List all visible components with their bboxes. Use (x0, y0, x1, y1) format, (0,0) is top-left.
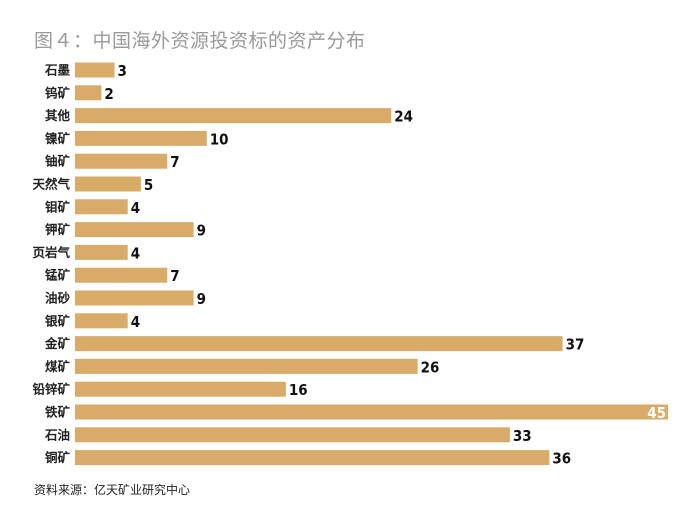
bar (75, 199, 128, 215)
category-label: 钨矿 (45, 85, 71, 100)
category-label: 钾矿 (45, 222, 71, 237)
value-label: 4 (131, 199, 140, 217)
category-label: 其他 (45, 108, 71, 123)
category-label: 石油 (44, 427, 70, 442)
bar (75, 358, 418, 374)
category-label: 铁矿 (45, 405, 71, 420)
category-label: 页岩气 (32, 245, 70, 260)
bar (75, 222, 194, 238)
bar (75, 404, 668, 420)
source-note: 资料来源：亿天矿业研究中心 (34, 483, 191, 497)
value-label: 3 (118, 62, 127, 80)
bar (75, 427, 510, 443)
category-label: 金矿 (44, 336, 71, 351)
value-label: 16 (289, 381, 308, 399)
value-label: 7 (170, 267, 179, 285)
category-label: 镍矿 (45, 131, 71, 146)
value-label: 26 (421, 358, 440, 376)
category-label: 铅锌矿 (31, 382, 70, 397)
value-label: 9 (197, 290, 206, 308)
value-label: 45 (647, 404, 666, 422)
value-label: 10 (210, 130, 229, 148)
bar (75, 176, 141, 192)
bar (75, 290, 194, 306)
value-label: 33 (513, 427, 532, 445)
bar (75, 108, 392, 124)
category-label: 钼矿 (45, 199, 71, 214)
value-label: 5 (144, 176, 153, 194)
bar (75, 244, 128, 260)
bar (75, 85, 102, 101)
value-label: 7 (170, 153, 179, 171)
category-label: 天然气 (32, 177, 70, 192)
category-label: 石墨 (44, 63, 71, 78)
value-label: 9 (197, 222, 206, 240)
bar (75, 450, 550, 466)
value-label: 24 (394, 108, 413, 126)
category-label: 煤矿 (45, 359, 71, 374)
chart-title: 图４：中国海外资源投资标的资产分布 (34, 30, 366, 52)
bar (75, 313, 128, 329)
value-label: 2 (104, 85, 113, 103)
category-label: 锰矿 (45, 268, 71, 283)
value-label: 37 (566, 336, 585, 354)
category-label: 铀矿 (45, 154, 71, 169)
bar (75, 267, 168, 283)
bar (75, 62, 115, 78)
bar (75, 130, 207, 146)
category-label: 银矿 (45, 313, 71, 328)
value-label: 4 (131, 313, 140, 331)
bar (75, 153, 168, 169)
value-label: 4 (131, 244, 140, 262)
bar (75, 381, 286, 397)
category-label: 油砂 (45, 291, 71, 306)
value-label: 36 (552, 450, 571, 468)
category-label: 铜矿 (45, 450, 71, 465)
bar (75, 336, 563, 352)
